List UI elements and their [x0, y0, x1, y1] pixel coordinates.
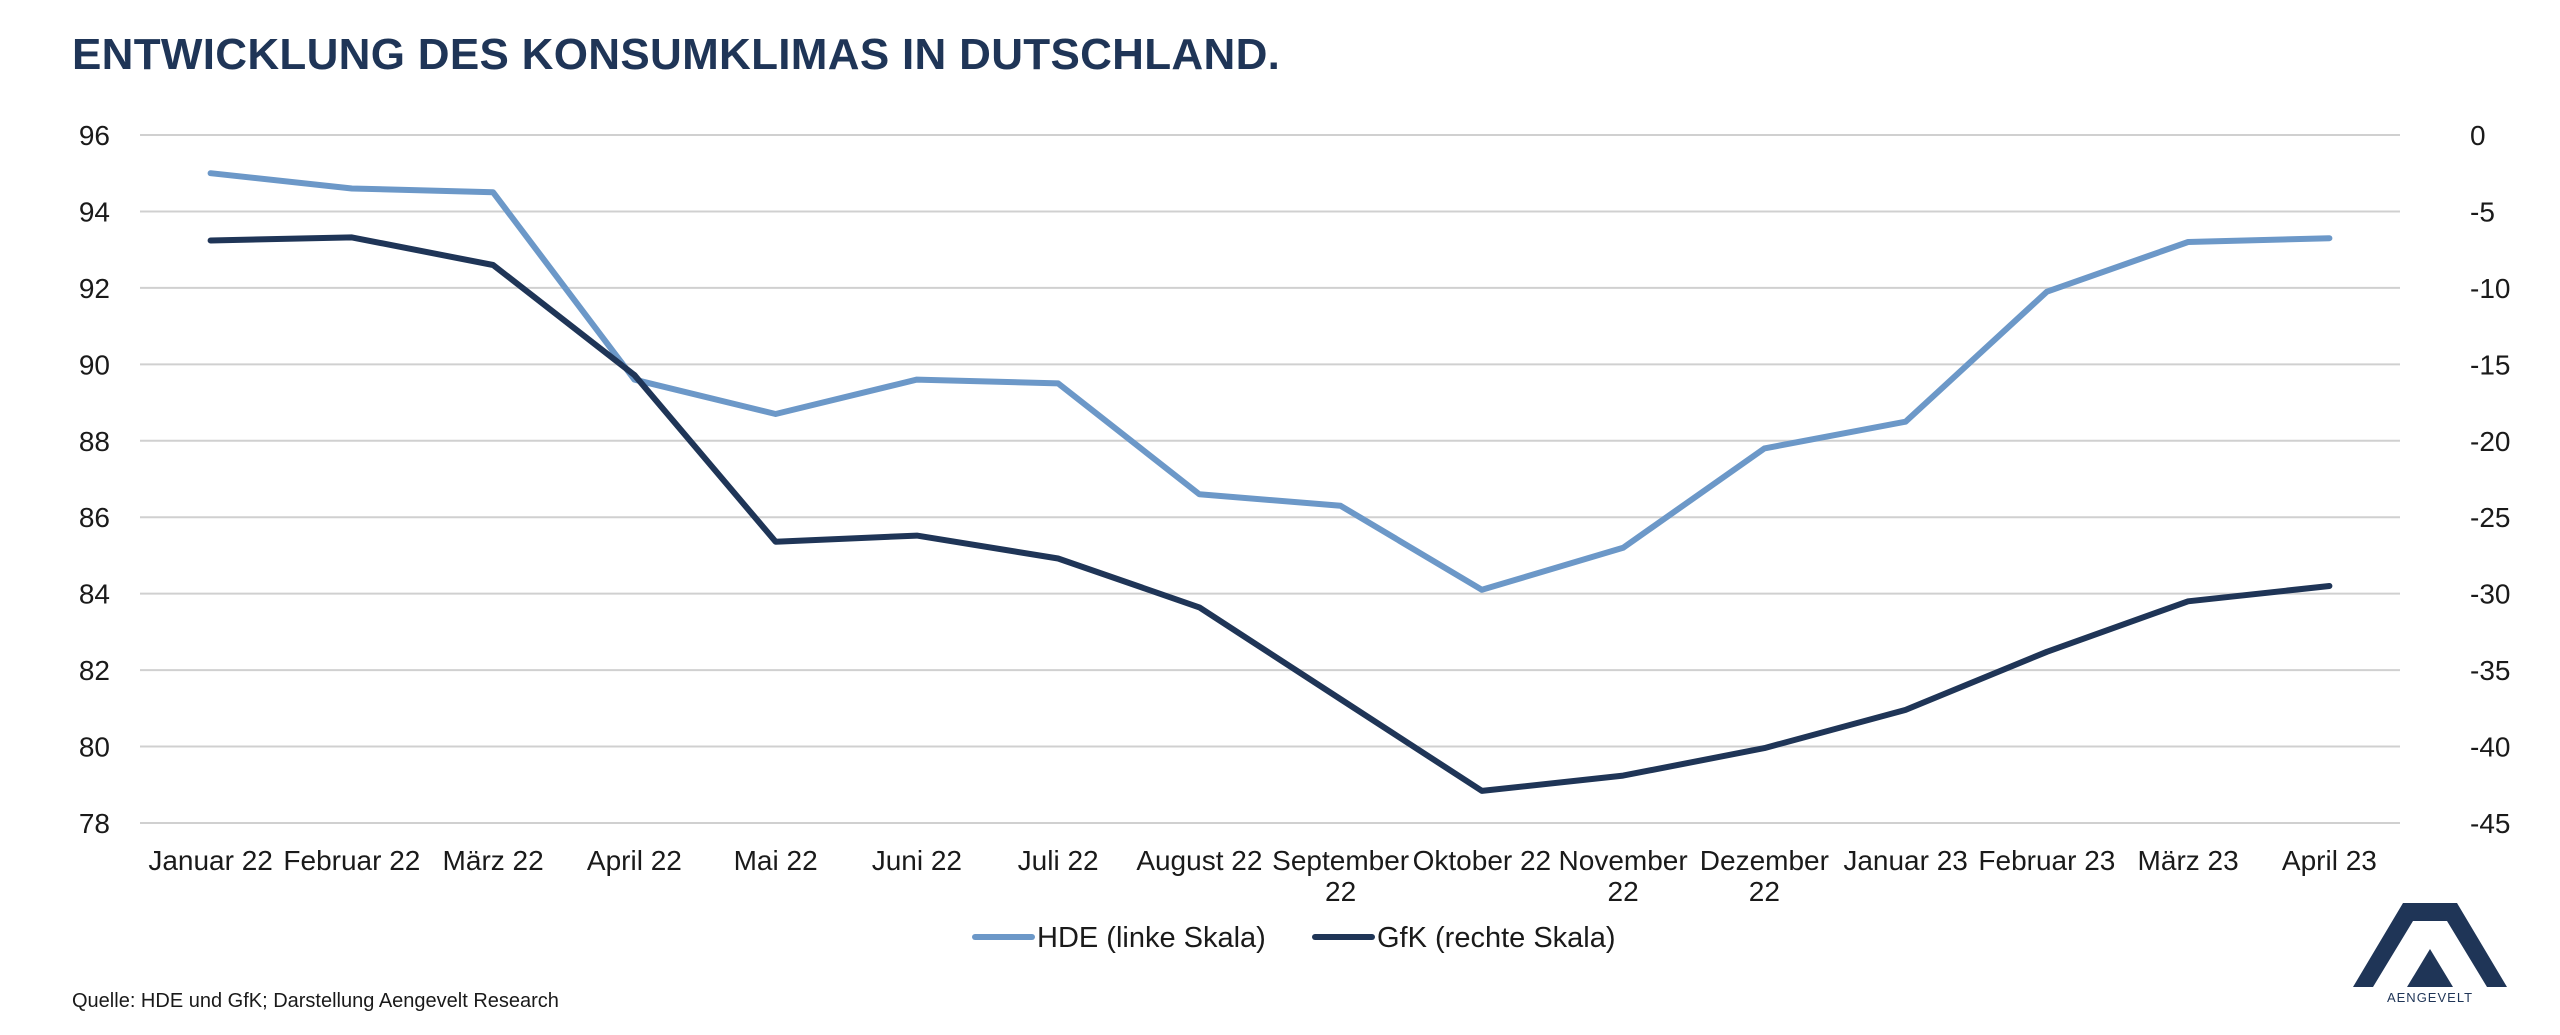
- legend: HDE (linke Skala) GfK (rechte Skala): [972, 922, 1616, 954]
- left-tick-label: 86: [79, 502, 110, 533]
- x-tick-label: Mai 22: [734, 845, 818, 876]
- left-tick-label: 78: [79, 808, 110, 839]
- x-tick-label-line: 22: [1608, 876, 1639, 907]
- x-tick-label-line: 22: [1749, 876, 1780, 907]
- left-tick-label: 92: [79, 273, 110, 304]
- x-tick-label: Dezember 22: [1700, 845, 1829, 907]
- series-line-gfk: [207, 234, 2333, 794]
- x-tick-label-line: August 22: [1136, 845, 1262, 876]
- x-tick-label: Januar 22: [148, 845, 273, 876]
- x-axis: Januar 22 Februar 22 März 22 April 22 Mai 22…: [148, 845, 2376, 907]
- x-tick-label: Juli 22: [1018, 845, 1099, 876]
- x-tick-label-line: November: [1559, 845, 1688, 876]
- logo-wordmark: AENGEVELT: [2386, 990, 2474, 1005]
- left-axis: 96 94 92 90 88 86 84 82 80 78: [79, 120, 110, 839]
- x-tick-label: August 22: [1136, 845, 1262, 876]
- x-tick-label-line: April 23: [2282, 845, 2377, 876]
- x-tick-label: Oktober 22: [1413, 845, 1552, 876]
- series-line-hde: [207, 170, 2333, 593]
- logo-mark: [2353, 903, 2507, 987]
- x-tick-label: November 22: [1559, 845, 1688, 907]
- left-tick-label: 90: [79, 349, 110, 380]
- right-tick-label: -20: [2470, 426, 2510, 457]
- right-axis: 0 -5 -10 -15 -20 -25 -30 -35 -40 -45: [2470, 120, 2510, 839]
- x-tick-label: März 22: [443, 845, 544, 876]
- left-tick-label: 84: [79, 579, 110, 610]
- x-tick-label: Juni 22: [872, 845, 962, 876]
- chart-title: ENTWICKLUNG DES KONSUMKLIMAS IN DUTSCHLA…: [72, 30, 1281, 79]
- x-tick-label: März 23: [2138, 845, 2239, 876]
- right-tick-label: -5: [2470, 196, 2495, 227]
- legend-label: GfK (rechte Skala): [1377, 922, 1616, 954]
- x-tick-label-line: Januar 23: [1843, 845, 1968, 876]
- x-tick-label-line: Juni 22: [872, 845, 962, 876]
- x-tick-label: Januar 23: [1843, 845, 1968, 876]
- right-tick-label: -30: [2470, 579, 2510, 610]
- source-note: Quelle: HDE und GfK; Darstellung Aengeve…: [72, 990, 559, 1012]
- left-tick-label: 94: [79, 196, 110, 227]
- x-tick-label: Februar 22: [283, 845, 420, 876]
- x-tick-label-line: April 22: [587, 845, 682, 876]
- x-tick-label: April 23: [2282, 845, 2377, 876]
- series-lines: [207, 170, 2333, 794]
- x-tick-label-line: Juli 22: [1018, 845, 1099, 876]
- x-tick-label-line: Januar 22: [148, 845, 273, 876]
- grid-lines: [140, 134, 2400, 824]
- right-tick-label: -40: [2470, 732, 2510, 763]
- right-tick-label: 0: [2470, 120, 2486, 151]
- left-tick-label: 80: [79, 732, 110, 763]
- x-tick-label: Februar 23: [1978, 845, 2115, 876]
- x-tick-label-line: Oktober 22: [1413, 845, 1552, 876]
- left-tick-label: 82: [79, 655, 110, 686]
- left-tick-label: 88: [79, 426, 110, 457]
- x-tick-label-line: 22: [1325, 876, 1356, 907]
- x-tick-label-line: Februar 22: [283, 845, 420, 876]
- x-tick-label-line: Februar 23: [1978, 845, 2115, 876]
- aengevelt-logo: [2353, 903, 2507, 987]
- right-tick-label: -15: [2470, 349, 2510, 380]
- left-tick-label: 96: [79, 120, 110, 151]
- x-tick-label-line: März 22: [443, 845, 544, 876]
- x-tick-label: April 22: [587, 845, 682, 876]
- x-tick-label-line: September: [1272, 845, 1409, 876]
- right-tick-label: -35: [2470, 655, 2510, 686]
- x-tick-label: September 22: [1272, 845, 1409, 907]
- x-tick-label-line: März 23: [2138, 845, 2239, 876]
- right-tick-label: -10: [2470, 273, 2510, 304]
- x-tick-label-line: Dezember: [1700, 845, 1829, 876]
- legend-label: HDE (linke Skala): [1037, 922, 1266, 954]
- x-tick-label-line: Mai 22: [734, 845, 818, 876]
- right-tick-label: -25: [2470, 502, 2510, 533]
- right-tick-label: -45: [2470, 808, 2510, 839]
